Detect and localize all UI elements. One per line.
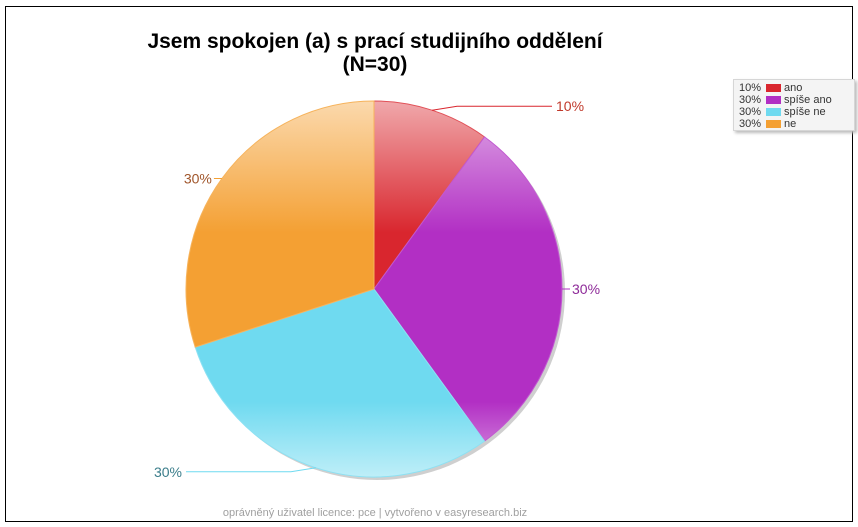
legend-swatch <box>766 84 781 93</box>
legend-label: spíše ne <box>784 106 826 118</box>
legend-swatch <box>766 96 781 105</box>
data-label: 30% <box>154 464 182 480</box>
legend-entry-spise-ano: 30% spíše ano <box>739 94 832 107</box>
legend-label: ano <box>784 82 803 94</box>
chart-title-line2: (N=30) <box>342 53 408 76</box>
legend-pct: 30% <box>739 94 762 106</box>
chart-legend: 10% ano 30% spíše ano 30% spíše ne 30% ne <box>733 79 855 131</box>
license-footer: oprávněný uživatel licence: pce | vytvoř… <box>222 507 528 519</box>
legend-pct: 30% <box>739 106 762 118</box>
legend-entry-ne: 30% ne <box>739 118 796 131</box>
legend-swatch <box>766 120 781 129</box>
pie-slice-ano <box>373 100 486 291</box>
chart-title: Jsem spokojen (a) s prací studijního odd… <box>0 30 750 76</box>
legend-swatch <box>766 108 781 117</box>
legend-label: spíše ano <box>784 94 832 106</box>
legend-entry-ano: 10% ano <box>739 82 802 95</box>
legend-label: ne <box>784 118 797 130</box>
legend-pct: 10% <box>739 82 762 94</box>
leader-line <box>186 467 316 473</box>
leader-line <box>432 105 552 111</box>
chart-title-line1: Jsem spokojen (a) s prací studijního odd… <box>147 30 603 53</box>
data-label: 30% <box>184 170 212 186</box>
data-label: 10% <box>556 98 584 114</box>
data-label: 30% <box>572 281 600 297</box>
legend-entry-spise-ne: 30% spíše ne <box>739 106 826 119</box>
legend-pct: 30% <box>739 118 762 130</box>
